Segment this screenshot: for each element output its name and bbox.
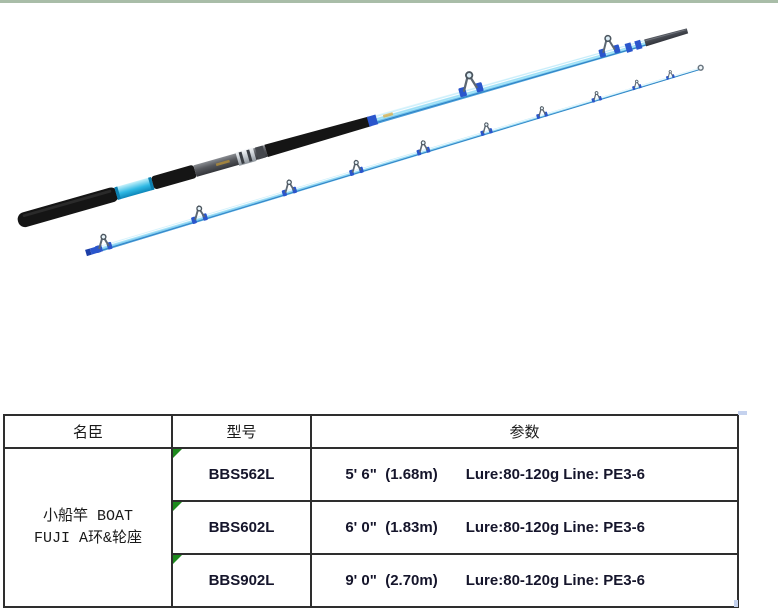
lure-line-value: Lure:80-120g Line: PE3-6 [465, 519, 645, 536]
table-row: BBS902L 9' 0" (2.70m) Lure:80-120g Line: … [4, 553, 739, 608]
length-value: 9' 0" (2.70m) [345, 572, 438, 589]
length-value: 5' 6" (1.68m) [345, 466, 438, 483]
selection-artifact [738, 411, 747, 415]
selection-artifact [734, 600, 738, 607]
params-cell-1: 5' 6" (1.68m) Lure:80-120g Line: PE3-6 [310, 447, 739, 502]
spec-table: 名臣 型号 参数 小船竿 BOAT FUJI A环&轮座 BBS562L 5' … [3, 414, 739, 608]
params-cell-3: 9' 0" (2.70m) Lure:80-120g Line: PE3-6 [310, 553, 739, 608]
brand-line-2: FUJI A环&轮座 [33, 529, 142, 547]
header-cell-brand: 名臣 [3, 414, 173, 449]
rod-butt-section [17, 28, 689, 228]
table-row: 小船竿 BOAT FUJI A环&轮座 BBS562L 5' 6" (1.68m… [3, 447, 739, 608]
lure-line-value: Lure:80-120g Line: PE3-6 [465, 466, 645, 483]
error-indicator-icon [174, 503, 182, 511]
brand-line-1: 小船竿 BOAT [42, 507, 133, 525]
table-row: BBS602L 6' 0" (1.83m) Lure:80-120g Line: … [4, 500, 739, 555]
model-cell-2: BBS602L [171, 500, 312, 555]
header-cell-model: 型号 [171, 414, 312, 449]
table-header-row: 名臣 型号 参数 [3, 414, 739, 449]
model-value: BBS562L [208, 466, 275, 483]
error-indicator-icon [174, 556, 182, 564]
model-cell-3: BBS902L [171, 553, 312, 608]
model-value: BBS902L [208, 572, 275, 589]
model-cell-1: BBS562L [171, 447, 312, 502]
top-border-bar [0, 0, 778, 3]
product-photo [17, 28, 704, 257]
rod-tip-section [85, 64, 704, 257]
header-cell-params: 参数 [310, 414, 739, 449]
params-cell-2: 6' 0" (1.83m) Lure:80-120g Line: PE3-6 [310, 500, 739, 555]
model-value: BBS602L [208, 519, 275, 536]
rod-tip-ring-icon [697, 64, 704, 71]
brand-cell: 小船竿 BOAT FUJI A环&轮座 [3, 447, 173, 608]
lure-line-value: Lure:80-120g Line: PE3-6 [465, 572, 645, 589]
length-value: 6' 0" (1.83m) [345, 519, 438, 536]
error-indicator-icon [174, 450, 182, 458]
